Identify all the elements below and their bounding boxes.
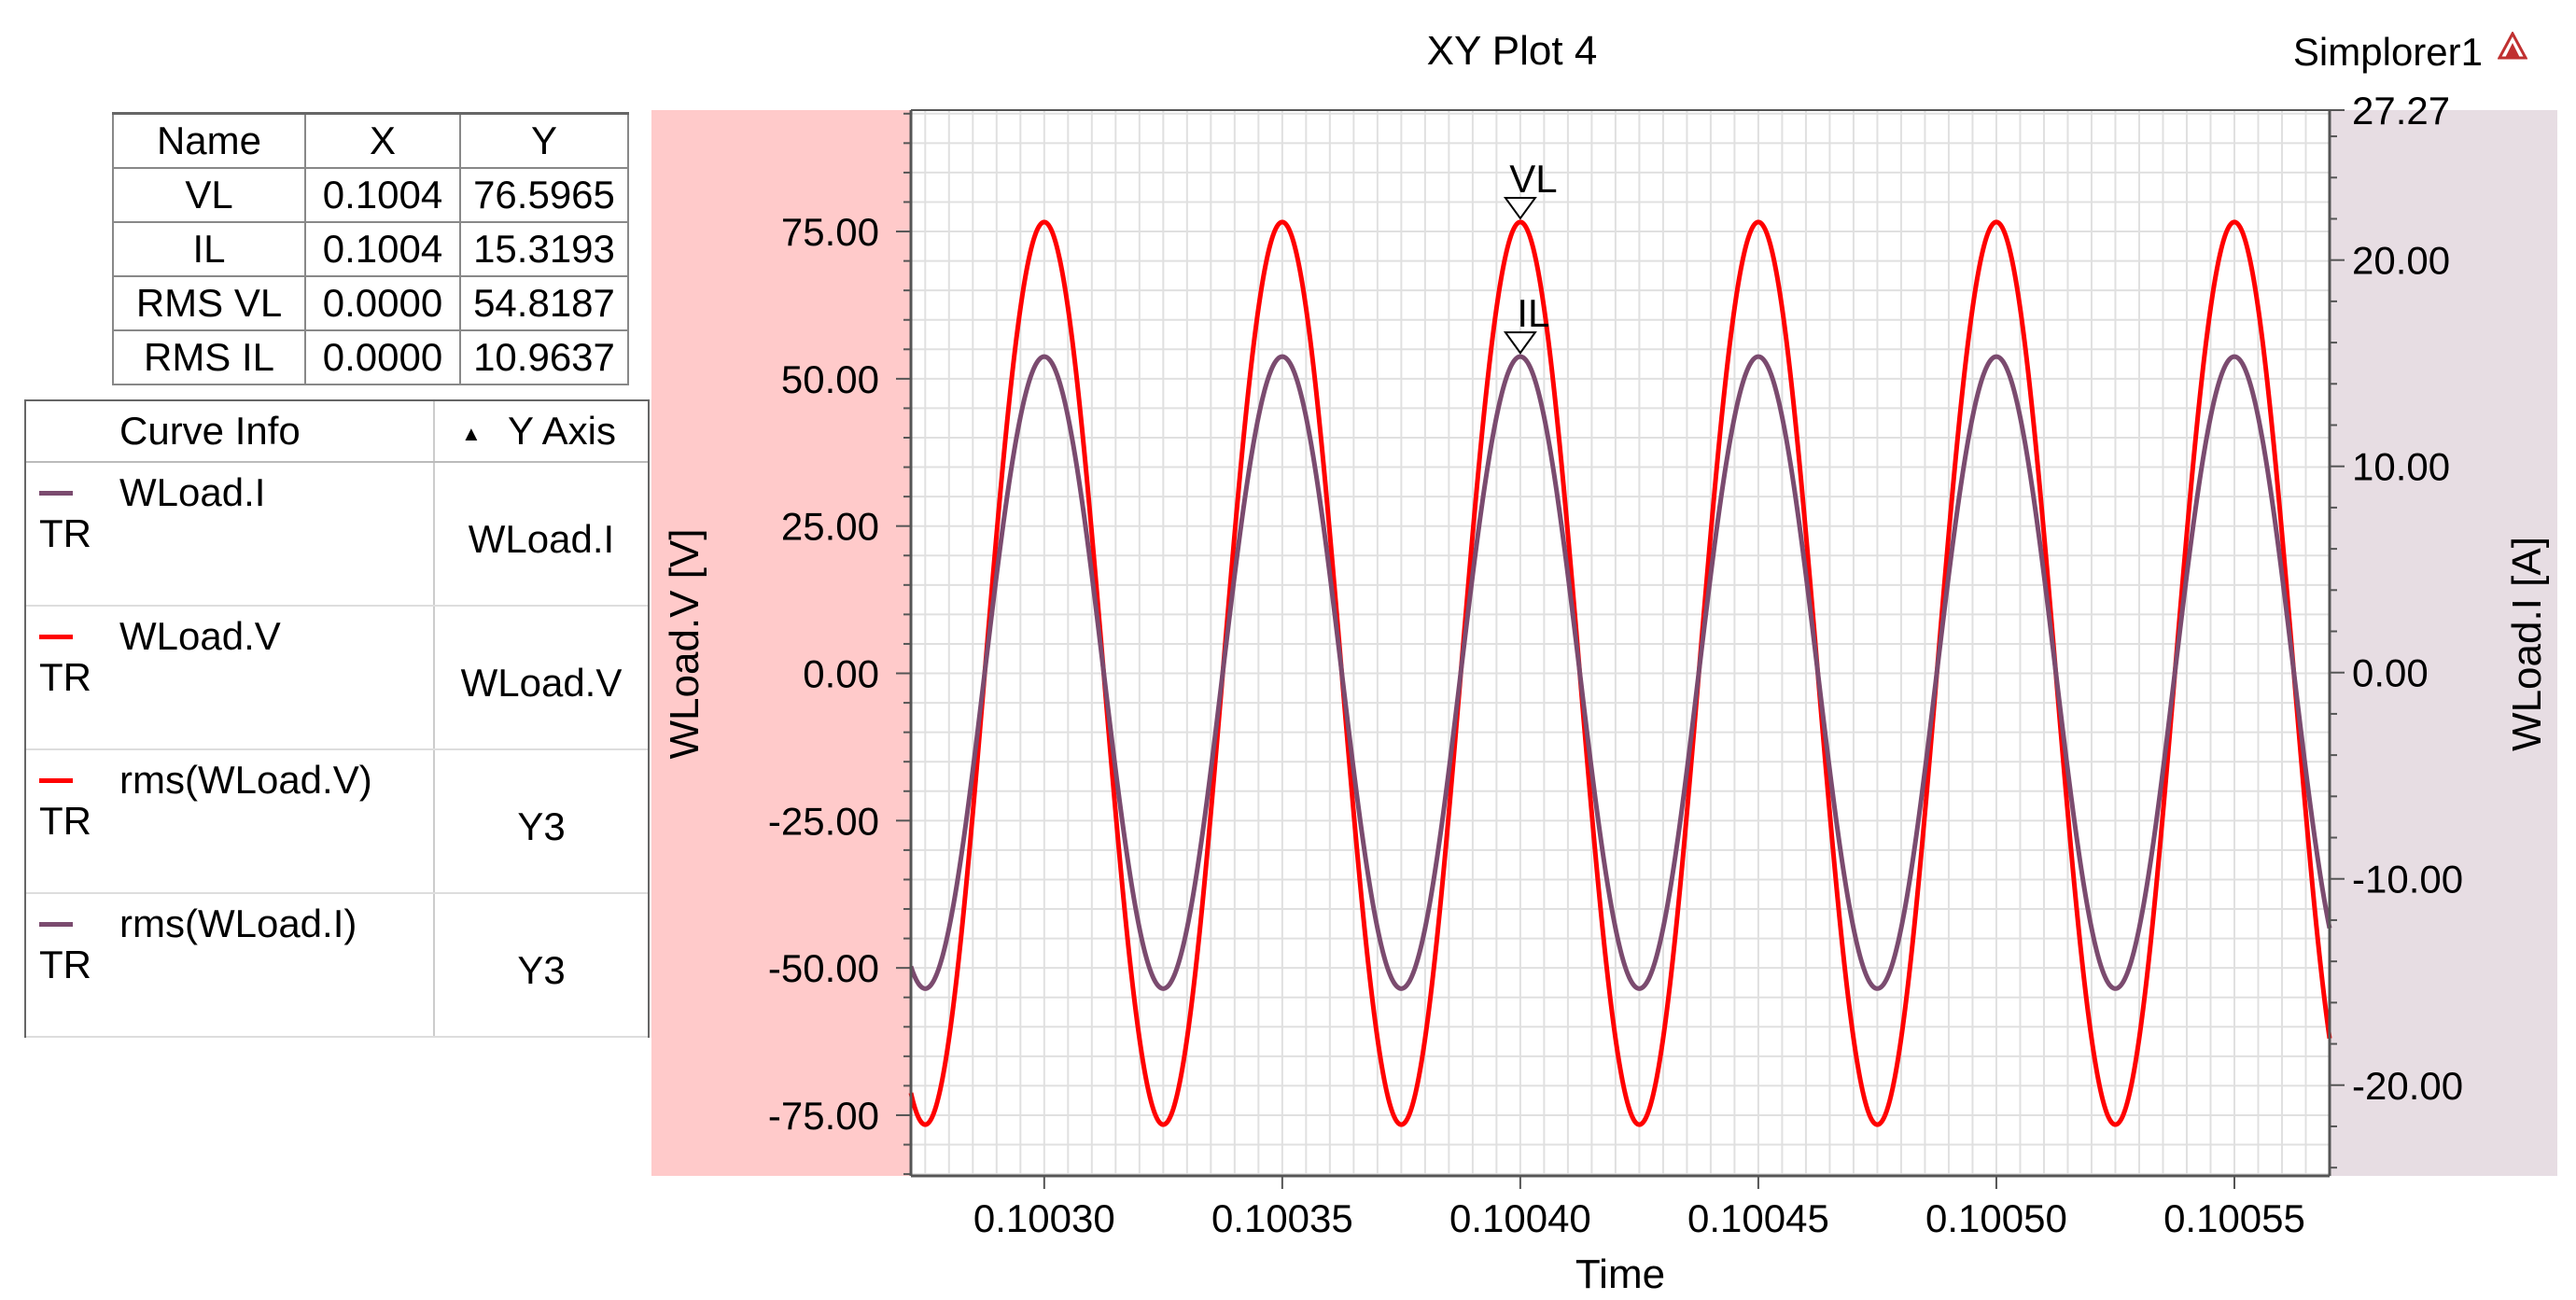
curves — [908, 219, 2332, 1127]
curve-type: TR — [39, 799, 91, 843]
marker-label: IL — [1517, 291, 1549, 335]
y2-tick-label: 10.00 — [2352, 445, 2450, 489]
x-tick-label: 0.10050 — [1925, 1196, 2067, 1240]
y-tick-label: -50.00 — [768, 946, 879, 990]
y2-tick-label: 27.27 — [2352, 89, 2450, 133]
curve-swatch-icon — [39, 778, 73, 783]
marker-col-name: Name — [112, 112, 306, 169]
legend-divider — [433, 894, 435, 1036]
curve-type: TR — [39, 511, 91, 555]
curve-axis: Y3 — [517, 804, 566, 848]
curve-name: WLoad.I — [119, 470, 266, 514]
marker-name: VL — [112, 167, 306, 223]
sort-ascending-icon[interactable]: ▲ — [461, 422, 482, 445]
markers: VL IL — [1503, 157, 1558, 355]
y2-tick-label: -10.00 — [2352, 858, 2463, 902]
x-tick-label: 0.10045 — [1687, 1196, 1829, 1240]
marker-y: 15.3193 — [459, 221, 629, 277]
y-axis-label: WLoad.V [V] — [662, 528, 707, 759]
marker-y: 54.8187 — [459, 275, 629, 331]
x-tick-label: 0.10035 — [1211, 1196, 1353, 1240]
y2-axis-label: WLoad.I [A] — [2504, 537, 2550, 751]
x-axis-label: Time — [1575, 1251, 1665, 1297]
marker-col-x: X — [304, 112, 461, 169]
marker-name: IL — [112, 221, 306, 277]
marker-y: 10.9637 — [459, 329, 629, 385]
x-tick-label: 0.10055 — [2163, 1196, 2305, 1240]
project-name: Simplorer1 — [2292, 30, 2483, 74]
curve-wload-v — [908, 219, 2332, 1127]
y-tick-label: -25.00 — [768, 799, 879, 843]
curve-axis: WLoad.V — [460, 661, 623, 705]
legend-divider — [433, 750, 435, 892]
marker-row[interactable]: IL 0.1004 15.3193 — [112, 221, 629, 277]
curve-name: WLoad.V — [119, 614, 281, 658]
legend-item-rms-wload-i[interactable]: rms(WLoad.I) TR Y3 — [26, 894, 648, 1038]
marker-name: RMS IL — [112, 329, 306, 385]
marker-table: Name X Y VL 0.1004 76.5965 IL 0.1004 15.… — [112, 112, 629, 385]
legend-divider — [433, 607, 435, 748]
marker-x: 0.0000 — [304, 275, 461, 331]
y2-tick-label: 0.00 — [2352, 651, 2429, 695]
x-tick-label: 0.10040 — [1449, 1196, 1591, 1240]
axes: 0.10030 0.10035 0.10040 0.10045 0.10050 0.100… — [768, 89, 2463, 1240]
y-tick-label: 25.00 — [781, 505, 879, 549]
right-axis-band — [2330, 110, 2557, 1176]
legend-divider — [433, 401, 435, 461]
y-tick-label: 0.00 — [803, 652, 879, 696]
marker-x: 0.1004 — [304, 167, 461, 223]
legend-item-wload-i[interactable]: WLoad.I TR WLoad.I — [26, 463, 648, 607]
y2-tick-label: 20.00 — [2352, 239, 2450, 283]
curve-axis: WLoad.I — [468, 517, 615, 561]
y-tick-label: 75.00 — [781, 210, 879, 254]
marker-row[interactable]: RMS VL 0.0000 54.8187 — [112, 275, 629, 331]
curve-name: rms(WLoad.I) — [119, 902, 357, 945]
legend-header: Curve Info ▲ Y Axis — [26, 401, 648, 463]
legend-header-curve-info[interactable]: Curve Info — [119, 409, 301, 453]
marker-y: 76.5965 — [459, 167, 629, 223]
left-axis-band — [651, 110, 911, 1176]
legend-item-rms-wload-v[interactable]: rms(WLoad.V) TR Y3 — [26, 750, 648, 894]
curve-type: TR — [39, 943, 91, 986]
legend-divider — [433, 463, 435, 605]
curve-swatch-icon — [39, 922, 73, 927]
plot-title: XY Plot 4 — [1426, 28, 1598, 74]
marker-name: RMS VL — [112, 275, 306, 331]
curve-axis: Y3 — [517, 948, 566, 992]
curve-type: TR — [39, 655, 91, 699]
curve-swatch-icon — [39, 491, 73, 496]
marker-triangle-icon — [1503, 331, 1537, 355]
curve-name: rms(WLoad.V) — [119, 758, 372, 802]
marker-x: 0.1004 — [304, 221, 461, 277]
curve-legend: Curve Info ▲ Y Axis WLoad.I TR WLoad.I W… — [24, 399, 650, 1038]
y-tick-label: 50.00 — [781, 357, 879, 401]
legend-item-wload-v[interactable]: WLoad.V TR WLoad.V — [26, 607, 648, 750]
marker-triangle-icon — [1503, 196, 1537, 220]
legend-header-y-axis[interactable]: Y Axis — [508, 409, 616, 453]
y-tick-label: -75.00 — [768, 1094, 879, 1138]
grid-lines — [911, 110, 2331, 1176]
marker-row[interactable]: VL 0.1004 76.5965 — [112, 167, 629, 223]
marker-x: 0.0000 — [304, 329, 461, 385]
curve-swatch-icon — [39, 635, 73, 639]
app-logo-icon — [2498, 32, 2527, 60]
y2-tick-label: -20.00 — [2352, 1064, 2463, 1108]
marker-table-header: Name X Y — [112, 112, 629, 169]
marker-label: VL — [1509, 157, 1557, 201]
marker-row[interactable]: RMS IL 0.0000 10.9637 — [112, 329, 629, 385]
marker-col-y: Y — [459, 112, 629, 169]
x-tick-label: 0.10030 — [973, 1196, 1115, 1240]
curve-wload-i — [908, 354, 2332, 991]
